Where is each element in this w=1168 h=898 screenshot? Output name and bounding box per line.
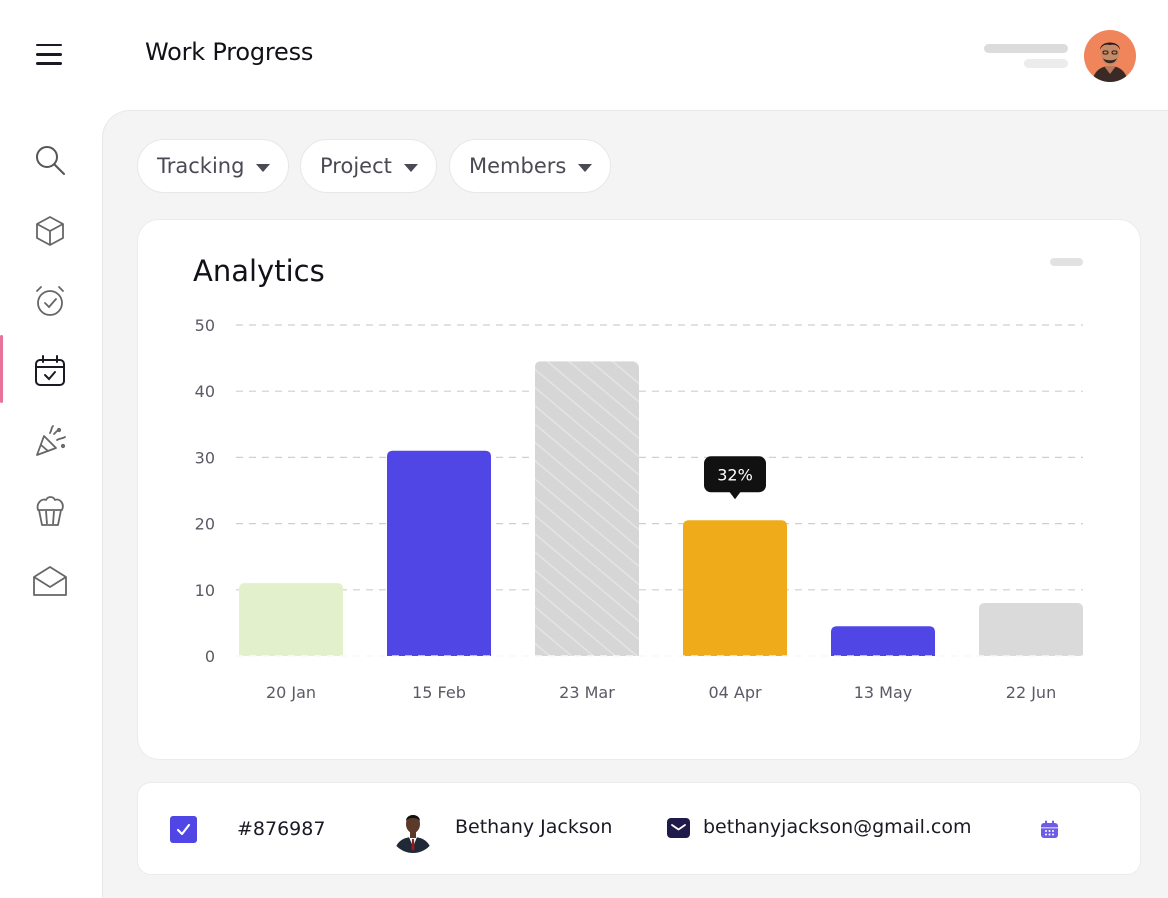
caret-down-icon [578, 164, 593, 172]
bar-tooltip: 32% [704, 456, 766, 500]
y-tick-label: 10 [195, 581, 215, 600]
bar-13-may[interactable] [831, 626, 935, 656]
mail-open-icon [33, 566, 67, 596]
party-popper-icon [36, 425, 66, 456]
sidebar-item-events[interactable] [30, 421, 70, 461]
row-checkbox[interactable] [170, 816, 197, 843]
search-icon [36, 146, 65, 175]
filter-tracking[interactable]: Tracking [137, 139, 290, 193]
calendar-icon[interactable] [1039, 819, 1060, 840]
analytics-bar-chart: 0 10 20 30 40 50 20 Jan 15 Feb 23 Mar 04 Apr 32% 13… [195, 316, 1083, 702]
y-tick-label: 50 [195, 316, 215, 335]
row-id: #876987 [237, 818, 326, 840]
member-row[interactable]: #876987 Bethany Jackson bethanyjackson@g… [137, 782, 1141, 875]
bar-15-feb[interactable] [387, 450, 491, 656]
mail-icon[interactable] [667, 818, 690, 838]
sidebar [0, 120, 102, 640]
sidebar-item-messages[interactable] [30, 561, 70, 601]
x-tick-label: 13 May [854, 683, 913, 702]
filter-project[interactable]: Project [300, 139, 437, 193]
y-tick-label: 20 [195, 515, 215, 534]
bar-04-apr[interactable] [683, 520, 787, 656]
caret-down-icon [256, 164, 271, 172]
page-title: Work Progress [145, 38, 314, 66]
row-email[interactable]: bethanyjackson@gmail.com [703, 816, 972, 838]
user-name-placeholder [984, 44, 1068, 53]
analytics-title: Analytics [193, 254, 325, 288]
hamburger-menu-icon[interactable] [36, 44, 66, 68]
bar-20-jan[interactable] [239, 583, 343, 656]
menu-line [36, 44, 62, 47]
user-info-placeholder [984, 44, 1069, 70]
alarm-clock-icon [36, 286, 64, 316]
x-tick-label: 15 Feb [412, 683, 466, 702]
bar-22-jun[interactable] [979, 603, 1083, 656]
x-tick-label: 22 Jun [1006, 683, 1056, 702]
calendar-check-icon [35, 355, 65, 386]
card-options-handle[interactable] [1050, 258, 1083, 266]
sidebar-item-food[interactable] [30, 491, 70, 531]
sidebar-item-search[interactable] [30, 140, 70, 180]
x-tick-label: 20 Jan [266, 683, 316, 702]
y-tick-label: 40 [195, 382, 215, 401]
sidebar-active-indicator [0, 335, 3, 403]
checkmark-icon [176, 823, 191, 836]
bar-23-mar[interactable] [535, 361, 639, 656]
analytics-card: Analytics 0 10 20 30 40 50 20 Jan 15 Feb 23 Mar 0… [137, 219, 1141, 760]
filter-members[interactable]: Members [449, 139, 612, 193]
filter-label: Tracking [157, 154, 245, 178]
box-icon [36, 216, 64, 246]
caret-down-icon [403, 164, 418, 172]
filter-label: Members [469, 154, 567, 178]
y-tick-label: 30 [195, 448, 215, 467]
row-avatar [390, 807, 436, 853]
x-tick-label: 04 Apr [708, 683, 762, 702]
sidebar-item-calendar[interactable] [30, 351, 70, 391]
y-tick-label: 0 [205, 647, 215, 666]
sidebar-item-products[interactable] [30, 211, 70, 251]
user-avatar[interactable] [1084, 30, 1136, 82]
tooltip-text: 32% [717, 465, 753, 484]
menu-line [36, 53, 62, 56]
menu-line [36, 62, 62, 65]
x-tick-label: 23 Mar [559, 683, 615, 702]
user-role-placeholder [1024, 59, 1068, 68]
row-name: Bethany Jackson [455, 816, 613, 838]
cupcake-icon [36, 496, 64, 526]
sidebar-item-reminders[interactable] [30, 281, 70, 321]
filter-label: Project [320, 154, 392, 178]
